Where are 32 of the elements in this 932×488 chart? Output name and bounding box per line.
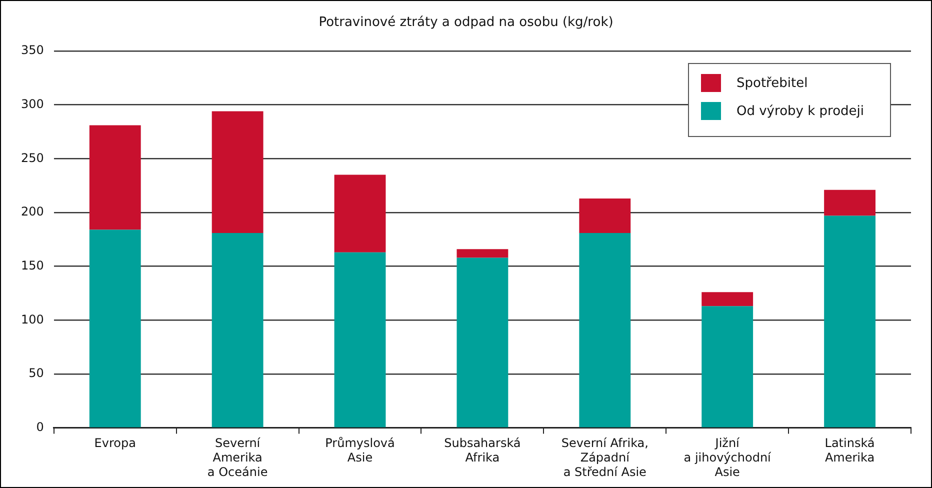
bar — [579, 198, 631, 233]
x-tick-label: Průmyslová Asie — [325, 436, 395, 465]
y-tick-label: 50 — [28, 366, 44, 380]
legend-label: Spotřebitel — [736, 76, 808, 90]
bar — [89, 230, 141, 428]
x-tick-label: Subsaharská Afrika — [444, 436, 521, 465]
x-tick-label: Severní Amerika a Oceánie — [207, 436, 268, 479]
bar — [579, 232, 631, 428]
y-tick-label: 200 — [21, 204, 44, 219]
bar — [456, 249, 508, 258]
bar — [89, 125, 141, 230]
y-tick-label: 350 — [21, 43, 44, 58]
legend-label: Od výroby k prodeji — [736, 104, 864, 118]
bar — [824, 216, 876, 428]
bar — [456, 258, 508, 428]
bar — [824, 190, 876, 216]
y-tick-label: 100 — [21, 312, 44, 326]
x-tick-label: Latinská Amerika — [824, 436, 875, 465]
bar — [212, 111, 264, 233]
x-tick-label: Evropa — [94, 436, 136, 450]
bar — [334, 252, 386, 428]
y-tick-label: 300 — [21, 96, 44, 111]
bar — [334, 174, 386, 252]
y-tick-label: 0 — [36, 420, 44, 434]
x-tick-label: Jižní a jihovýchodní Asie — [684, 436, 772, 479]
bar — [212, 232, 264, 428]
y-tick-label: 250 — [21, 150, 44, 165]
chart-title: Potravinové ztráty a odpad na osobu (kg/rok) — [318, 15, 614, 30]
y-tick-label: 150 — [21, 258, 44, 272]
bar — [702, 306, 754, 428]
bar — [702, 292, 754, 306]
x-tick-label: Severní Afrika, Západní a Střední Asie — [561, 436, 648, 479]
